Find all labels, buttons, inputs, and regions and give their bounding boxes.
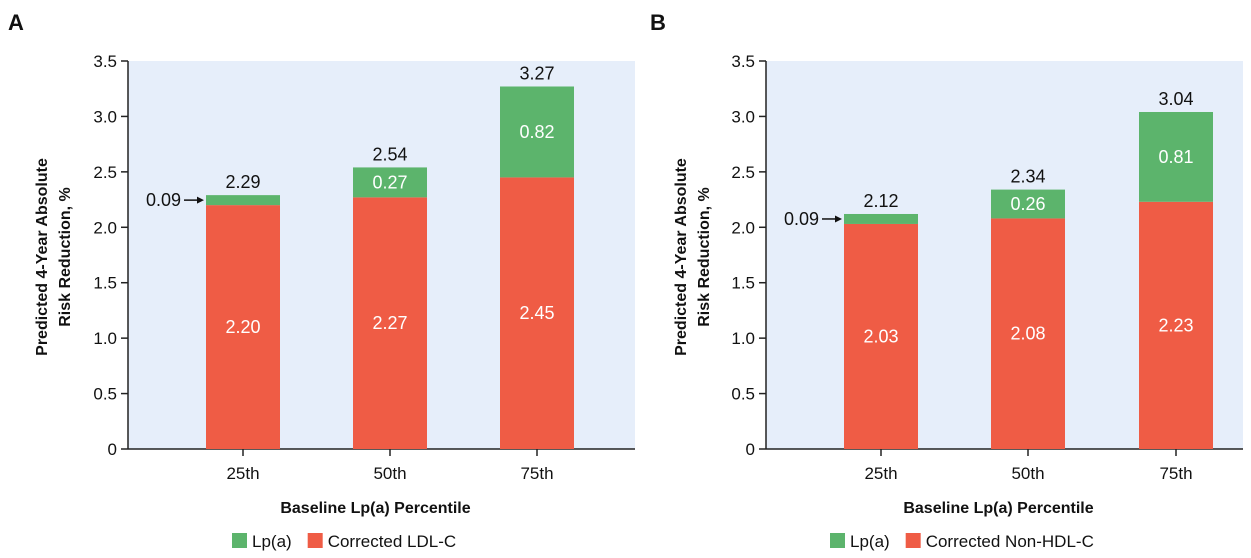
bar-corrected-25th — [206, 205, 280, 449]
chart-panel-b: B 0 0.5 1.0 1.5 2.0 2.5 3.0 3.5 Predicted 4-Year … — [650, 10, 1243, 551]
bar-label-lpa: 0.82 — [519, 122, 554, 142]
callout-arrow-head — [835, 215, 842, 223]
bar-lpa-50th — [991, 189, 1065, 219]
chart-panel-a: A 0 0.5 1.0 1.5 2.0 2.5 3.0 3.5 Predicted 4-Year … — [8, 10, 635, 551]
x-tick-label: 75th — [520, 464, 553, 483]
bar-total-label: 2.54 — [372, 144, 407, 164]
x-tick-label: 25th — [864, 464, 897, 483]
y-tick-label: 3.5 — [93, 52, 117, 71]
bar-label-lpa: 0.27 — [372, 172, 407, 192]
bar-corrected-50th — [353, 197, 427, 449]
bar-label-lpa-callout: 0.09 — [146, 190, 181, 210]
y-tick-label: 0.5 — [731, 385, 755, 404]
legend-swatch — [307, 533, 323, 548]
x-tick-label: 25th — [226, 464, 259, 483]
legend-swatch — [905, 533, 921, 548]
bar-total-label: 2.12 — [863, 191, 898, 211]
y-tick-label: 0.5 — [93, 385, 117, 404]
legend-label: Lp(a) — [252, 532, 292, 551]
bar-corrected-25th — [844, 223, 918, 449]
x-tick-label: 50th — [373, 464, 406, 483]
callout-arrow-head — [197, 196, 204, 204]
y-tick-label: 0 — [746, 440, 755, 459]
y-tick-label: 2.5 — [93, 163, 117, 182]
legend-swatch — [830, 533, 845, 548]
legend-label: Corrected LDL-C — [328, 532, 457, 551]
bar-lpa-75th — [500, 86, 574, 178]
bar-label-corrected: 2.27 — [372, 313, 407, 333]
legend-swatch — [232, 533, 247, 548]
bar-lpa-25th — [206, 195, 280, 206]
x-tick-label: 75th — [1159, 464, 1192, 483]
bar-total-label: 3.27 — [519, 63, 554, 83]
bar-total-label: 3.04 — [1158, 89, 1193, 109]
y-tick-label: 3.0 — [731, 107, 755, 126]
bar-label-lpa: 0.81 — [1158, 147, 1193, 167]
legend-label: Lp(a) — [850, 532, 890, 551]
x-axis-title: Baseline Lp(a) Percentile — [903, 500, 1093, 517]
panel-letter: B — [650, 10, 666, 35]
y-tick-label: 1.5 — [731, 274, 755, 293]
y-tick-label: 3.0 — [93, 107, 117, 126]
bar-corrected-75th — [500, 177, 574, 449]
bar-label-lpa: 0.26 — [1010, 194, 1045, 214]
y-tick-label: 1.0 — [93, 329, 117, 348]
panel-letter: A — [8, 10, 24, 35]
bar-label-corrected: 2.20 — [225, 317, 260, 337]
legend-label: Corrected Non-HDL-C — [926, 532, 1094, 551]
y-tick-label: 0 — [108, 440, 117, 459]
x-axis-title: Baseline Lp(a) Percentile — [280, 500, 470, 517]
bar-label-corrected: 2.45 — [519, 303, 554, 323]
y-axis-title: Predicted 4-Year Absolute — [673, 158, 690, 356]
y-tick-label: 3.5 — [731, 52, 755, 71]
bar-label-corrected: 2.03 — [863, 326, 898, 346]
bar-lpa-50th — [353, 167, 427, 198]
bar-corrected-75th — [1139, 201, 1213, 449]
x-tick-label: 50th — [1011, 464, 1044, 483]
bar-corrected-50th — [991, 218, 1065, 449]
bar-lpa-25th — [844, 213, 918, 224]
bar-total-label: 2.34 — [1010, 167, 1045, 187]
y-tick-label: 2.5 — [731, 163, 755, 182]
bar-label-corrected: 2.08 — [1010, 324, 1045, 344]
y-tick-label: 1.0 — [731, 329, 755, 348]
y-axis-title: Risk Reduction, % — [57, 187, 74, 327]
y-axis-title: Risk Reduction, % — [696, 187, 713, 327]
bar-total-label: 2.29 — [225, 172, 260, 192]
bar-label-corrected: 2.23 — [1158, 315, 1193, 335]
y-tick-label: 1.5 — [93, 274, 117, 293]
y-tick-label: 2.0 — [731, 218, 755, 237]
bar-lpa-75th — [1139, 111, 1213, 202]
y-tick-label: 2.0 — [93, 218, 117, 237]
bar-label-lpa-callout: 0.09 — [784, 209, 819, 229]
y-axis-title: Predicted 4-Year Absolute — [34, 158, 51, 356]
